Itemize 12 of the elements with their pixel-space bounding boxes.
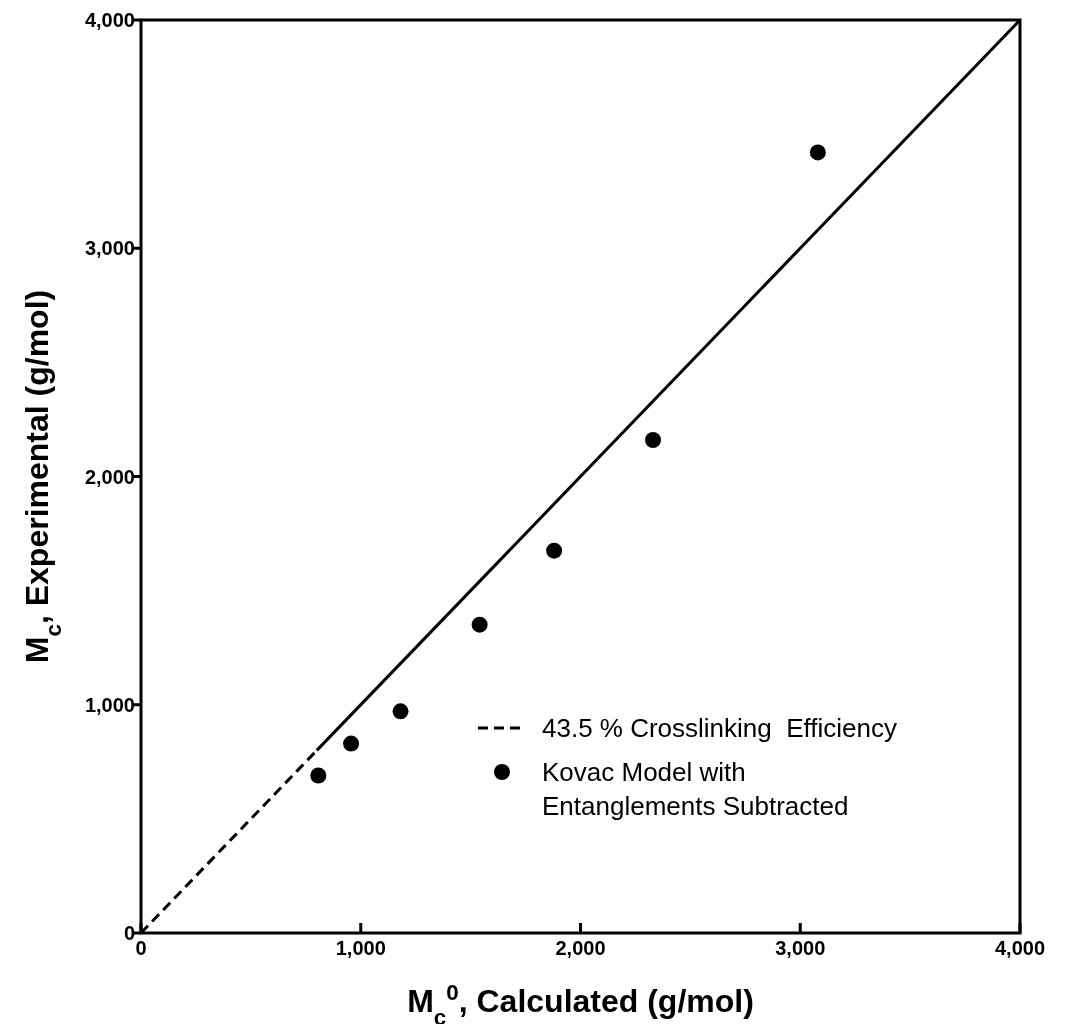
y-tick-label: 3,000 [84, 237, 135, 260]
y-tick-label: 4,000 [84, 9, 135, 31]
legend-label: 43.5 % Crosslinking Efficiency [542, 713, 898, 744]
x-tick-label: 1,000 [335, 937, 386, 959]
y-tick-label: 1,000 [84, 693, 135, 716]
x-tick-label: 4,000 [994, 937, 1046, 959]
x-tick-label: 3,000 [775, 937, 826, 959]
x-tick-label: 2,000 [555, 937, 606, 959]
x-axis-title: M$_{c}$$^{0}$, Calculated (g/mol) [407, 979, 754, 1030]
y-tick-label: 2,000 [84, 465, 135, 488]
legend-label: Kovac Model with Entanglements Subtracted [542, 757, 849, 822]
y-tick-label: 0 [123, 922, 135, 944]
